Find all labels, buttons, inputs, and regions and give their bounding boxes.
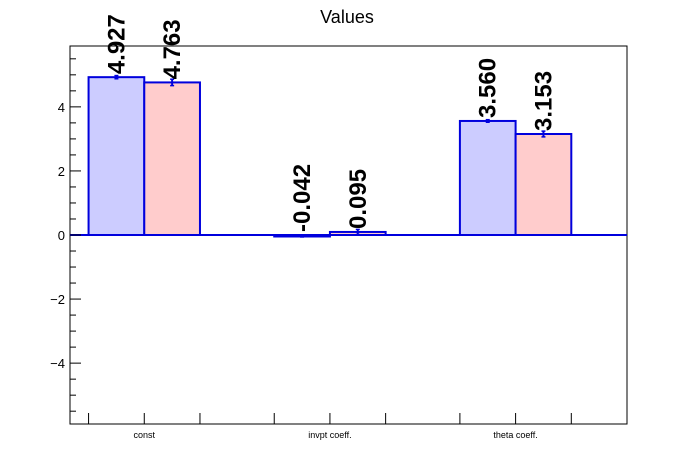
bar-const-1 bbox=[143, 81, 201, 236]
data-label: 3.560 bbox=[475, 58, 502, 118]
y-tick-label: 4 bbox=[58, 100, 65, 115]
y-tick-label: 0 bbox=[58, 228, 65, 243]
y-tick-label: −2 bbox=[50, 292, 65, 307]
chart-title: Values bbox=[320, 7, 374, 27]
y-tick-label: 2 bbox=[58, 164, 65, 179]
data-label: 3.153 bbox=[530, 71, 557, 131]
y-tick-label: −4 bbox=[50, 356, 65, 371]
category-label: const bbox=[134, 430, 156, 440]
bar-theta coeff.-0 bbox=[458, 119, 517, 236]
data-label: 4.763 bbox=[159, 19, 186, 79]
category-label: invpt coeff. bbox=[308, 430, 351, 440]
data-label: 4.927 bbox=[103, 14, 130, 74]
category-label: theta coeff. bbox=[493, 430, 537, 440]
data-label: -0.042 bbox=[289, 164, 316, 232]
bar-theta coeff.-1 bbox=[514, 132, 573, 236]
bar-const-0 bbox=[87, 76, 146, 237]
data-label: 0.095 bbox=[345, 169, 372, 229]
